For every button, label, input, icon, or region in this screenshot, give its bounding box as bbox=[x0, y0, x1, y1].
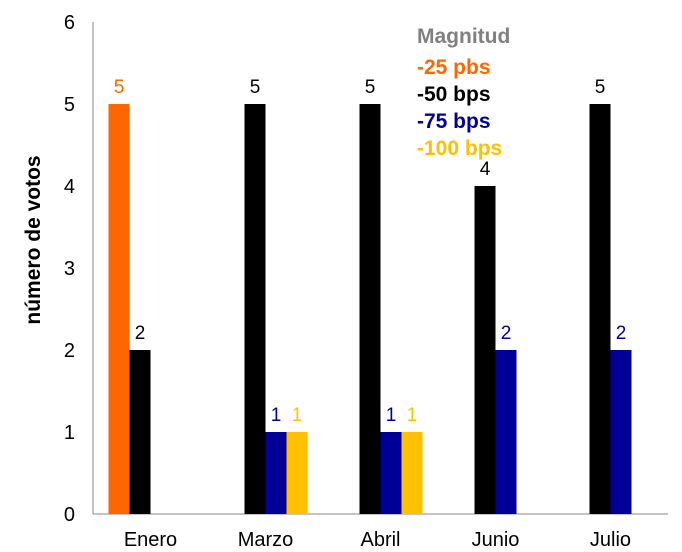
data-label: 5 bbox=[595, 77, 606, 98]
legend-item: -100 bps bbox=[417, 137, 502, 160]
data-label: 2 bbox=[501, 323, 512, 344]
bar bbox=[401, 432, 423, 514]
data-label: 5 bbox=[250, 77, 261, 98]
data-label: 4 bbox=[480, 159, 491, 180]
bar bbox=[108, 104, 130, 514]
x-tick-label: Marzo bbox=[238, 529, 294, 551]
bar bbox=[495, 350, 517, 514]
bar bbox=[359, 104, 381, 514]
bar bbox=[474, 186, 496, 514]
data-label: 5 bbox=[114, 77, 125, 98]
data-label: 2 bbox=[616, 323, 627, 344]
legend-item: -25 pbs bbox=[417, 56, 491, 79]
bar bbox=[380, 432, 402, 514]
bar bbox=[610, 350, 632, 514]
y-axis-label: número de votos bbox=[22, 155, 45, 324]
data-label: 1 bbox=[271, 405, 282, 426]
y-tick-label: 5 bbox=[64, 94, 75, 116]
data-label: 2 bbox=[135, 323, 146, 344]
bar bbox=[265, 432, 287, 514]
y-tick-label: 3 bbox=[64, 258, 75, 280]
x-tick-label: Enero bbox=[124, 529, 177, 551]
bar bbox=[244, 104, 266, 514]
y-tick-label: 2 bbox=[64, 340, 75, 362]
x-tick-label: Julio bbox=[590, 529, 631, 551]
bar bbox=[589, 104, 611, 514]
data-label: 1 bbox=[292, 405, 303, 426]
y-tick-label: 1 bbox=[64, 422, 75, 444]
x-tick-label: Abril bbox=[360, 529, 400, 551]
bar bbox=[129, 350, 151, 514]
y-tick-label: 0 bbox=[64, 504, 75, 526]
legend-item: -50 bps bbox=[417, 83, 491, 106]
data-label: 5 bbox=[365, 77, 376, 98]
data-label: 1 bbox=[386, 405, 397, 426]
y-tick-label: 6 bbox=[64, 12, 75, 34]
data-label: 1 bbox=[407, 405, 418, 426]
bar bbox=[286, 432, 308, 514]
legend-item: -75 bps bbox=[417, 110, 491, 133]
y-tick-label: 4 bbox=[64, 176, 75, 198]
legend-title: Magnitud bbox=[417, 25, 510, 48]
x-tick-label: Junio bbox=[472, 529, 520, 551]
